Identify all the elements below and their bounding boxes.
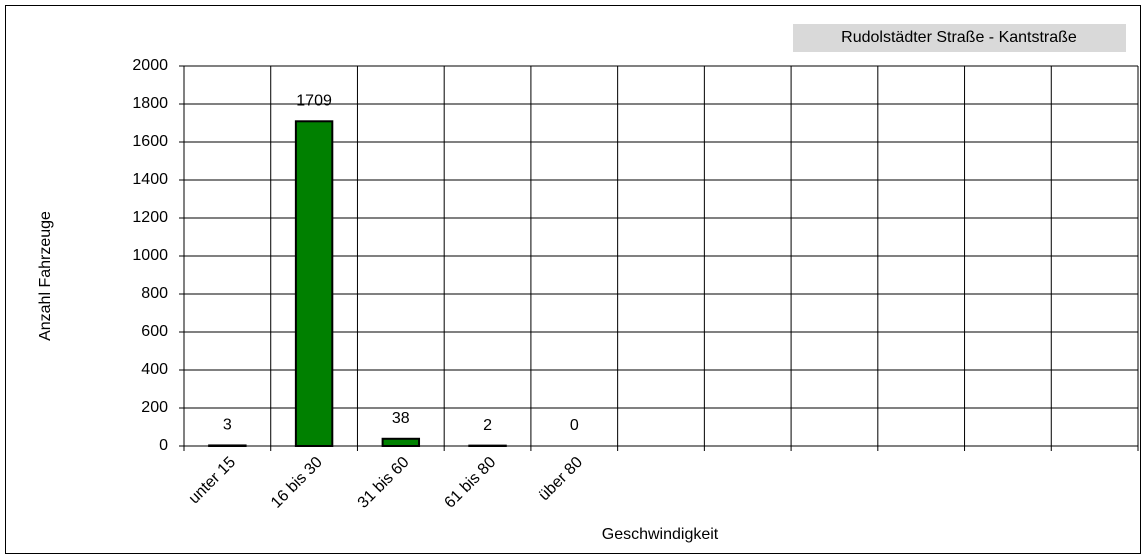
bar	[381, 437, 421, 447]
y-tick-label: 1800	[132, 95, 168, 112]
value-label: 1709	[296, 93, 332, 110]
title-box	[793, 24, 1126, 52]
value-label: 0	[570, 417, 579, 434]
y-tick-label: 600	[141, 323, 168, 340]
y-tick-label: 1600	[132, 133, 168, 150]
y-tick-label: 400	[141, 361, 168, 378]
y-tick-label: 1000	[132, 247, 168, 264]
chart-title: Rudolstädter Straße - Kantstraße	[841, 29, 1077, 46]
value-label: 2	[483, 417, 492, 434]
chart-border	[5, 5, 1141, 554]
y-axis-label: Anzahl Fahrzeuge	[37, 211, 54, 341]
y-tick-label: 0	[159, 437, 168, 454]
value-label: 3	[223, 417, 232, 434]
y-tick-label: 1400	[132, 171, 168, 188]
bar	[294, 120, 334, 447]
y-tick-label: 800	[141, 285, 168, 302]
y-tick-label: 200	[141, 399, 168, 416]
x-axis-label: Geschwindigkeit	[602, 526, 719, 543]
value-label: 38	[392, 410, 410, 427]
y-tick-label: 2000	[132, 57, 168, 74]
y-tick-label: 1200	[132, 209, 168, 226]
bar	[208, 444, 247, 447]
